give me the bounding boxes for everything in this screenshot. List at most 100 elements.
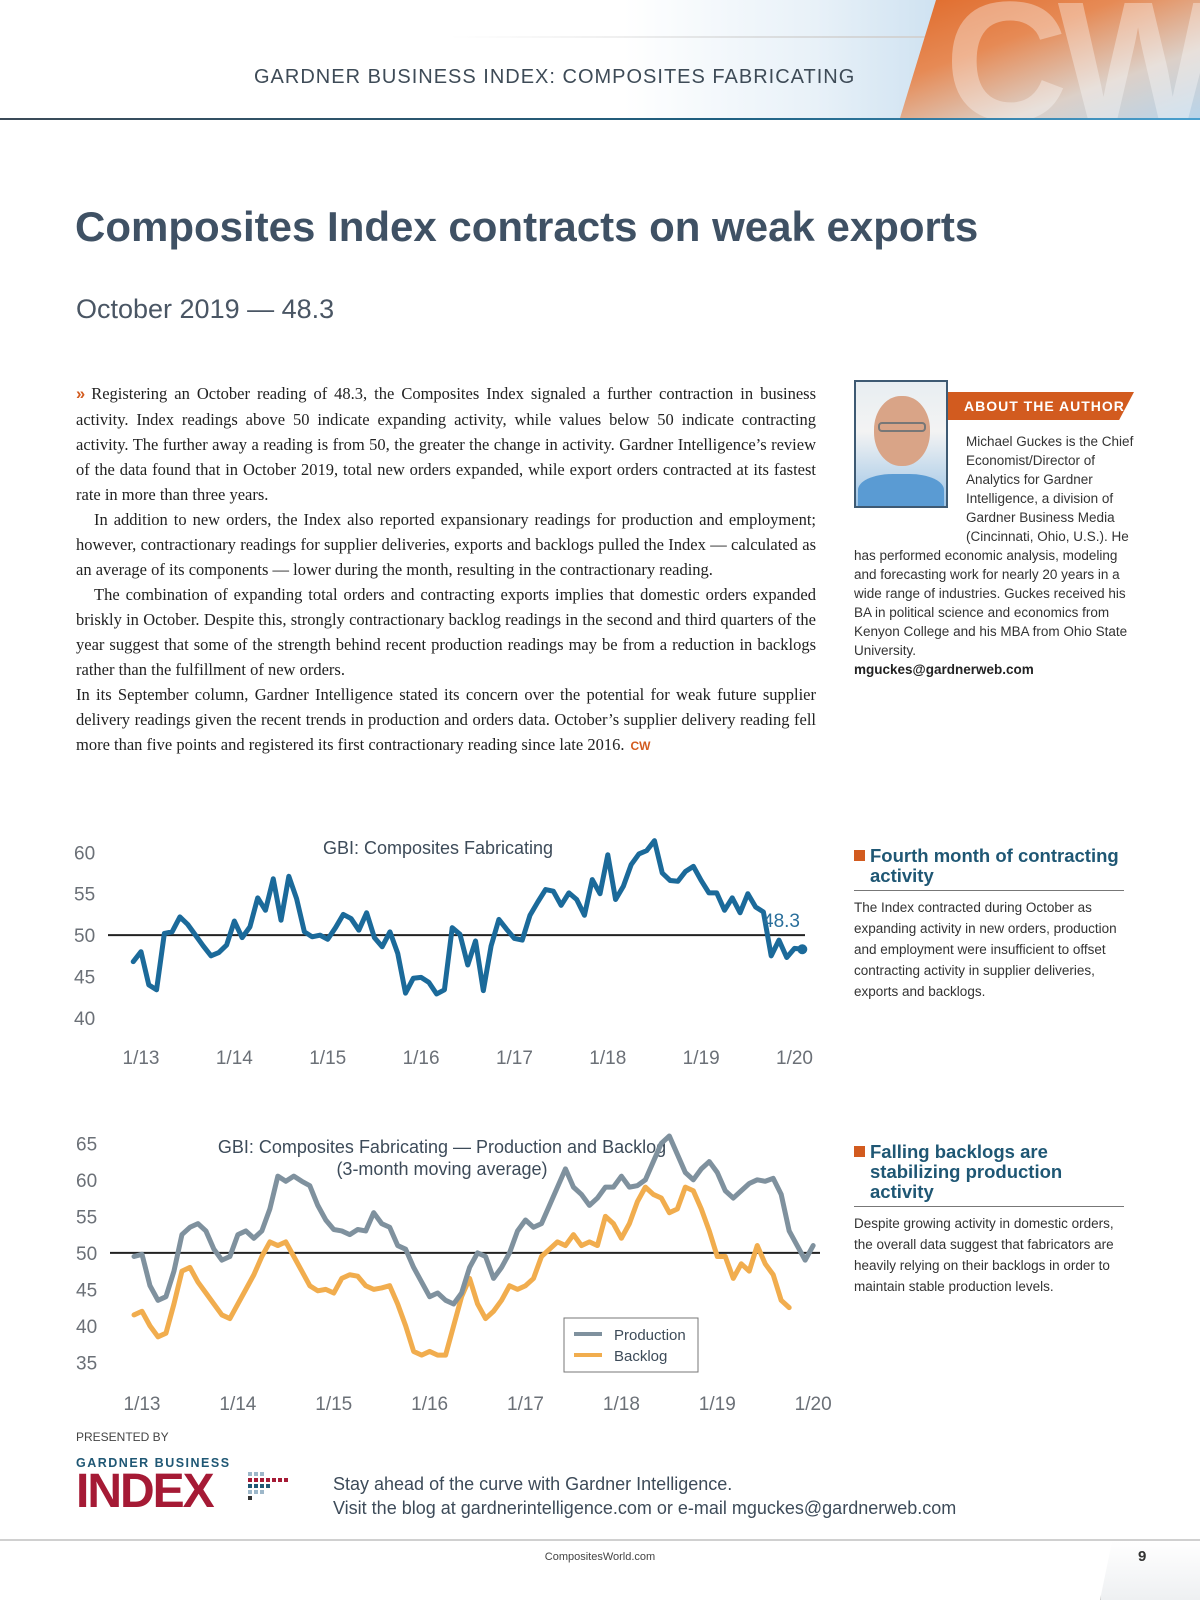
orange-square-icon [854,850,865,861]
page-header: CW GARDNER BUSINESS INDEX: COMPOSITES FA… [0,0,1200,120]
logo-grid-cell [260,1484,264,1488]
index-series-line [130,838,805,997]
logo-grid-cell [278,1478,282,1482]
sidebar-heading-text: Fourth month of contracting activity [870,845,1119,886]
logo-grid-cell [260,1490,264,1494]
page-number: 9 [1138,1548,1147,1565]
logo-grid-cell [260,1472,264,1476]
paragraph-text: Registering an October reading of 48.3, … [76,384,816,504]
logo-grid-cell [248,1490,252,1494]
article-paragraph: » Registering an October reading of 48.3,… [76,381,816,507]
x-tick-label: 1/15 [309,1048,346,1069]
end-mark: CW [630,739,651,753]
header-rule [450,36,930,38]
logo-grid-cell [248,1472,252,1476]
article-paragraph: In addition to new orders, the Index als… [76,510,816,579]
x-tick-label: 1/17 [507,1394,544,1415]
x-tick-label: 1/14 [219,1394,256,1415]
logo-grid-cell [254,1472,258,1476]
cta-line-2[interactable]: Visit the blog at gardnerintelligence.co… [333,1498,957,1518]
photo-shirt [858,474,944,506]
paragraph-text: In its September column, Gardner Intelli… [76,685,816,754]
production-backlog-svg: GBI: Composites Fabricating — Production… [76,1133,832,1415]
logo-grid-cell [266,1484,270,1488]
x-tick-label: 1/15 [315,1394,352,1415]
legend-label-production: Production [614,1327,686,1344]
logo-grid-cell [266,1478,270,1482]
y-tick-label: 50 [76,1244,97,1265]
sidebar-heading: Fourth month of contracting activity [854,846,1124,891]
sidebar-body: The Index contracted during October as e… [854,900,1117,999]
x-tick-label: 1/19 [683,1048,720,1069]
call-to-action: Stay ahead of the curve with Gardner Int… [333,1472,956,1520]
article-paragraph: The combination of expanding total order… [76,585,816,679]
latest-point [797,944,808,955]
legend-box [563,1317,699,1373]
logo-big-text: INDEX [76,1465,215,1518]
logo-grid-cell [248,1478,252,1482]
cw-logo-panel [900,0,1200,118]
logo-grid-cell [284,1478,288,1482]
orange-square-icon [854,1146,865,1157]
x-tick-label: 1/16 [411,1394,448,1415]
author-bio: Michael Guckes is the Chief Economist/Di… [854,432,1140,679]
logo-grid-cell [260,1478,264,1482]
x-tick-label: 1/13 [124,1394,161,1415]
gardner-business-index-logo: GARDNER BUSINESS INDEX [76,1456,288,1518]
chart-title: GBI: Composites Fabricating [323,838,553,858]
composites-index-chart: GBI: Composites Fabricating 40 45 50 55 60 1… [0,830,830,1095]
sidebar-heading-text: Falling backlogs are stabilizing product… [870,1141,1063,1202]
x-tick-label: 1/17 [496,1048,533,1069]
double-chevron-icon: » [76,385,86,403]
logo-small-text: GARDNER BUSINESS [76,1456,231,1470]
article-subtitle: October 2019 — 48.3 [76,294,335,324]
author-email-link[interactable]: mguckes@gardnerweb.com [854,662,1034,677]
x-tick-label: 1/20 [776,1048,813,1069]
chart-subtitle: (3-month moving average) [336,1159,547,1179]
article-title: Composites Index contracts on weak expor… [75,203,979,250]
y-tick-label: 45 [76,1280,97,1301]
footer-site[interactable]: CompositesWorld.com [544,1551,656,1563]
cta-line-1: Stay ahead of the curve with Gardner Int… [333,1474,733,1494]
logo-grid-cell [254,1490,258,1494]
sidebar-body: Despite growing activity in domestic ord… [854,1216,1114,1294]
y-tick-label: 60 [76,1171,97,1192]
article-paragraph: In its September column, Gardner Intelli… [76,682,816,759]
section-title: GARDNER BUSINESS INDEX: COMPOSITES FABRI… [254,66,856,88]
y-tick-label: 50 [74,926,95,947]
composites-index-svg: GBI: Composites Fabricating 40 45 50 55 60 1… [74,838,813,1069]
x-tick-label: 1/14 [216,1048,253,1069]
chart-legend: Production Backlog [563,1317,699,1373]
y-tick-label: 55 [76,1207,97,1228]
page-number-tab [1100,1541,1200,1600]
y-tick-label: 35 [76,1353,97,1374]
logo-grid-cell [248,1496,252,1500]
production-backlog-chart: GBI: Composites Fabricating — Production… [0,1132,832,1417]
logo-grid-cell [248,1484,252,1488]
x-tick-label: 1/18 [603,1394,640,1415]
chart-title: GBI: Composites Fabricating — Production… [218,1137,666,1157]
y-tick-label: 55 [74,885,95,906]
logo-grid-cell [272,1478,276,1482]
author-bio-text: Michael Guckes is the Chief Economist/Di… [854,434,1134,658]
sidebar-heading: Falling backlogs are stabilizing product… [854,1142,1124,1207]
y-tick-label: 40 [76,1317,97,1338]
photo-glasses [878,422,926,432]
x-tick-label: 1/19 [699,1394,736,1415]
x-tick-label: 1/13 [123,1048,160,1069]
logo-grid-cell [254,1478,258,1482]
header-divider [0,118,1200,120]
presented-by-label: PRESENTED BY [76,1430,169,1444]
footer-divider [0,1539,1200,1541]
y-tick-label: 65 [76,1134,97,1155]
author-photo [854,380,948,508]
latest-value-label: 48.3 [763,911,800,932]
logo-grid-cell [254,1484,258,1488]
production-series-line [131,1133,816,1307]
x-tick-label: 1/18 [589,1048,626,1069]
sidebar-note: Falling backlogs are stabilizing product… [854,1142,1124,1297]
article-body: » Registering an October reading of 48.3,… [76,381,816,759]
legend-label-backlog: Backlog [614,1348,667,1365]
sidebar-note: Fourth month of contracting activity The… [854,846,1124,1002]
cw-logo: CW [945,0,1200,120]
